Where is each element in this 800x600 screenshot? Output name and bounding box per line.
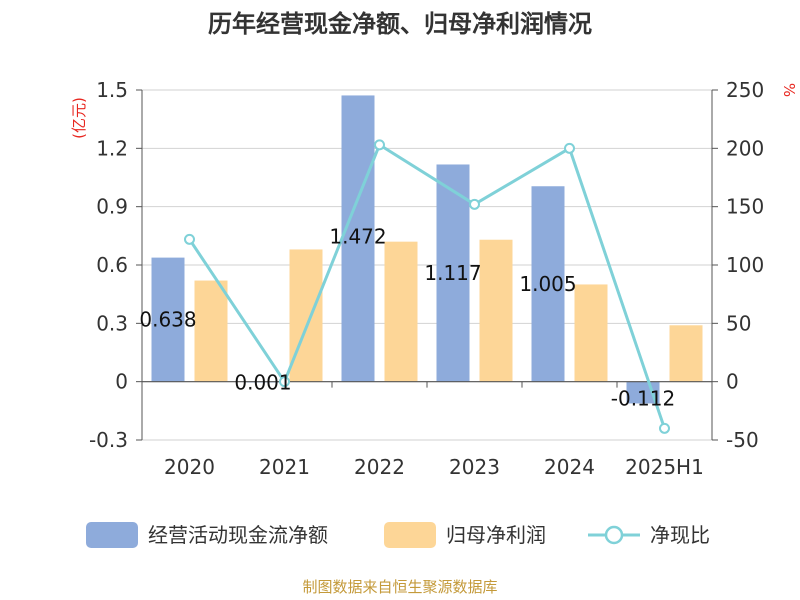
legend-label-cashflow: 经营活动现金流净额 <box>148 523 328 547</box>
net-profit-bar <box>574 284 608 382</box>
cashflow-data-label: 1.005 <box>519 272 576 296</box>
right-axis-tick-label: 200 <box>726 136 764 160</box>
left-axis-unit: (亿元) <box>70 97 88 139</box>
cashflow-data-label: 1.117 <box>424 261 481 285</box>
x-axis-tick-label: 2024 <box>544 455 595 479</box>
legend-label-net-profit: 归母净利润 <box>446 523 546 547</box>
ratio-point <box>374 139 385 151</box>
right-axis-tick-label: 50 <box>726 311 751 335</box>
net-profit-bar <box>479 239 513 382</box>
cashflow-data-label: 0.638 <box>139 308 196 332</box>
right-axis-tick-label: 0 <box>726 370 739 394</box>
right-axis-unit: % <box>780 83 798 97</box>
x-axis-tick-label: 2021 <box>259 455 310 479</box>
left-axis-tick-label: 1.5 <box>96 78 128 102</box>
net-profit-bar <box>289 249 323 382</box>
x-axis-tick-label: 2020 <box>164 455 215 479</box>
legend-swatch-net-profit <box>384 522 436 548</box>
ratio-point <box>659 422 670 434</box>
cashflow-bar <box>341 95 375 382</box>
legend-swatch-ratio-marker <box>604 525 624 545</box>
right-axis-tick-label: 100 <box>726 253 764 277</box>
ratio-point <box>564 142 575 154</box>
ratio-line <box>188 143 666 429</box>
ratio-point <box>184 233 195 245</box>
left-axis-tick-label: 0 <box>115 370 128 394</box>
x-axis-tick-label: 2025H1 <box>625 455 704 479</box>
x-axis-tick-label: 2022 <box>354 455 405 479</box>
net-profit-bar <box>194 280 228 382</box>
left-axis-tick-label: 0.9 <box>96 195 128 219</box>
left-axis-tick-label: 0.6 <box>96 253 128 277</box>
source-note: 制图数据来自恒生聚源数据库 <box>302 578 497 596</box>
chart-title: 历年经营现金净额、归母净利润情况 <box>208 10 592 38</box>
legend-swatch-cashflow <box>86 522 138 548</box>
right-axis-tick-label: -50 <box>726 428 759 452</box>
left-axis-tick-label: 1.2 <box>96 136 128 160</box>
left-axis-tick-label: -0.3 <box>89 428 128 452</box>
cashflow-data-label: 1.472 <box>329 224 386 248</box>
cashflow-data-label: 0.001 <box>234 371 291 395</box>
net-profit-bar <box>669 325 703 382</box>
right-axis-tick-label: 250 <box>726 78 764 102</box>
cashflow-bar <box>436 164 470 382</box>
cashflow-bar <box>531 186 565 382</box>
ratio-point <box>279 376 290 388</box>
cashflow-data-label: -0.112 <box>611 386 675 410</box>
x-axis-tick-label: 2023 <box>449 455 500 479</box>
net-profit-bar <box>384 241 418 382</box>
left-axis-tick-label: 0.3 <box>96 311 128 335</box>
legend-label-ratio: 净现比 <box>650 523 710 547</box>
ratio-point <box>469 198 480 210</box>
right-axis-tick-label: 150 <box>726 195 764 219</box>
cashflow-bar <box>151 257 185 382</box>
